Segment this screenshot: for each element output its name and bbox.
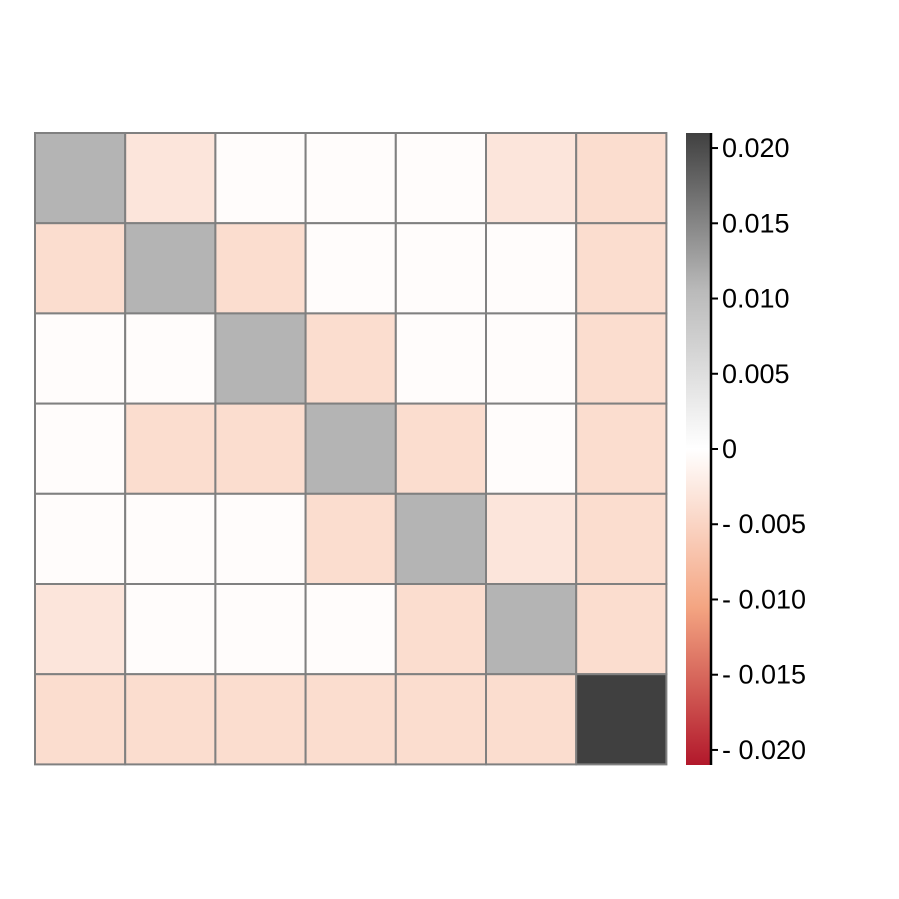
- colorbar-tick-label: - 0.005: [722, 509, 806, 539]
- heatmap-cell: [214, 132, 307, 225]
- colorbar-tick-label: - 0.010: [722, 584, 806, 614]
- heatmap-cell: [124, 222, 217, 315]
- colorbar-ticks: 0.020 0.015 0.010 0.005 0 - 0.005 - 0.010 - 0.0…: [711, 133, 806, 765]
- heatmap-cell: [214, 312, 307, 405]
- heatmap-cell: [34, 492, 127, 585]
- colorbar-tick-label: - 0.015: [722, 660, 806, 690]
- heatmap-cell: [304, 492, 397, 585]
- heatmap-cell: [575, 402, 668, 495]
- heatmap-cell: [34, 312, 127, 405]
- heatmap-cell: [394, 132, 487, 225]
- heatmap-cell: [214, 673, 307, 766]
- heatmap-cell: [214, 583, 307, 676]
- heatmap-cell: [485, 132, 578, 225]
- heatmap-cell: [485, 673, 578, 766]
- colorbar-tick-label: 0: [722, 434, 737, 464]
- heatmap-cell: [485, 583, 578, 676]
- heatmap-cell: [394, 312, 487, 405]
- heatmap-cells: [34, 132, 668, 766]
- heatmap-cell: [214, 402, 307, 495]
- heatmap-cell: [394, 673, 487, 766]
- colorbar: 0.020 0.015 0.010 0.005 0 - 0.005 - 0.010 - 0.0…: [686, 133, 806, 765]
- heatmap-cell: [214, 492, 307, 585]
- heatmap-cell: [34, 583, 127, 676]
- heatmap-cell: [124, 132, 217, 225]
- heatmap-cell: [394, 222, 487, 315]
- colorbar-tick-label: - 0.020: [722, 735, 806, 765]
- heatmap-cell: [575, 132, 668, 225]
- heatmap-cell: [575, 583, 668, 676]
- colorbar-tick-label: 0.015: [722, 208, 790, 238]
- heatmap-cell: [394, 402, 487, 495]
- heatmap-cell: [575, 492, 668, 585]
- heatmap-cell: [124, 402, 217, 495]
- heatmap-cell: [124, 583, 217, 676]
- heatmap-cell: [34, 132, 127, 225]
- heatmap-cell: [394, 492, 487, 585]
- heatmap-cell: [394, 583, 487, 676]
- heatmap-cell: [575, 673, 668, 766]
- heatmap-cell: [485, 222, 578, 315]
- heatmap-cell: [124, 492, 217, 585]
- heatmap-cell: [304, 222, 397, 315]
- heatmap-cell: [304, 402, 397, 495]
- colorbar-gradient-bar: [686, 133, 710, 765]
- heatmap-cell: [485, 492, 578, 585]
- heatmap-cell: [575, 312, 668, 405]
- heatmap-cell: [485, 402, 578, 495]
- heatmap-cell: [214, 222, 307, 315]
- heatmap-cell: [304, 132, 397, 225]
- heatmap-cell: [304, 312, 397, 405]
- heatmap-cell: [34, 222, 127, 315]
- heatmap-cell: [304, 583, 397, 676]
- heatmap-cell: [304, 673, 397, 766]
- heatmap-cell: [34, 673, 127, 766]
- heatmap-cell: [124, 312, 217, 405]
- colorbar-tick-label: 0.020: [722, 133, 790, 163]
- colorbar-tick-label: 0.005: [722, 359, 790, 389]
- heatmap-cell: [575, 222, 668, 315]
- colorbar-tick-label: 0.010: [722, 284, 790, 314]
- heatmap-cell: [124, 673, 217, 766]
- heatmap-cell: [485, 312, 578, 405]
- heatmap-cell: [34, 402, 127, 495]
